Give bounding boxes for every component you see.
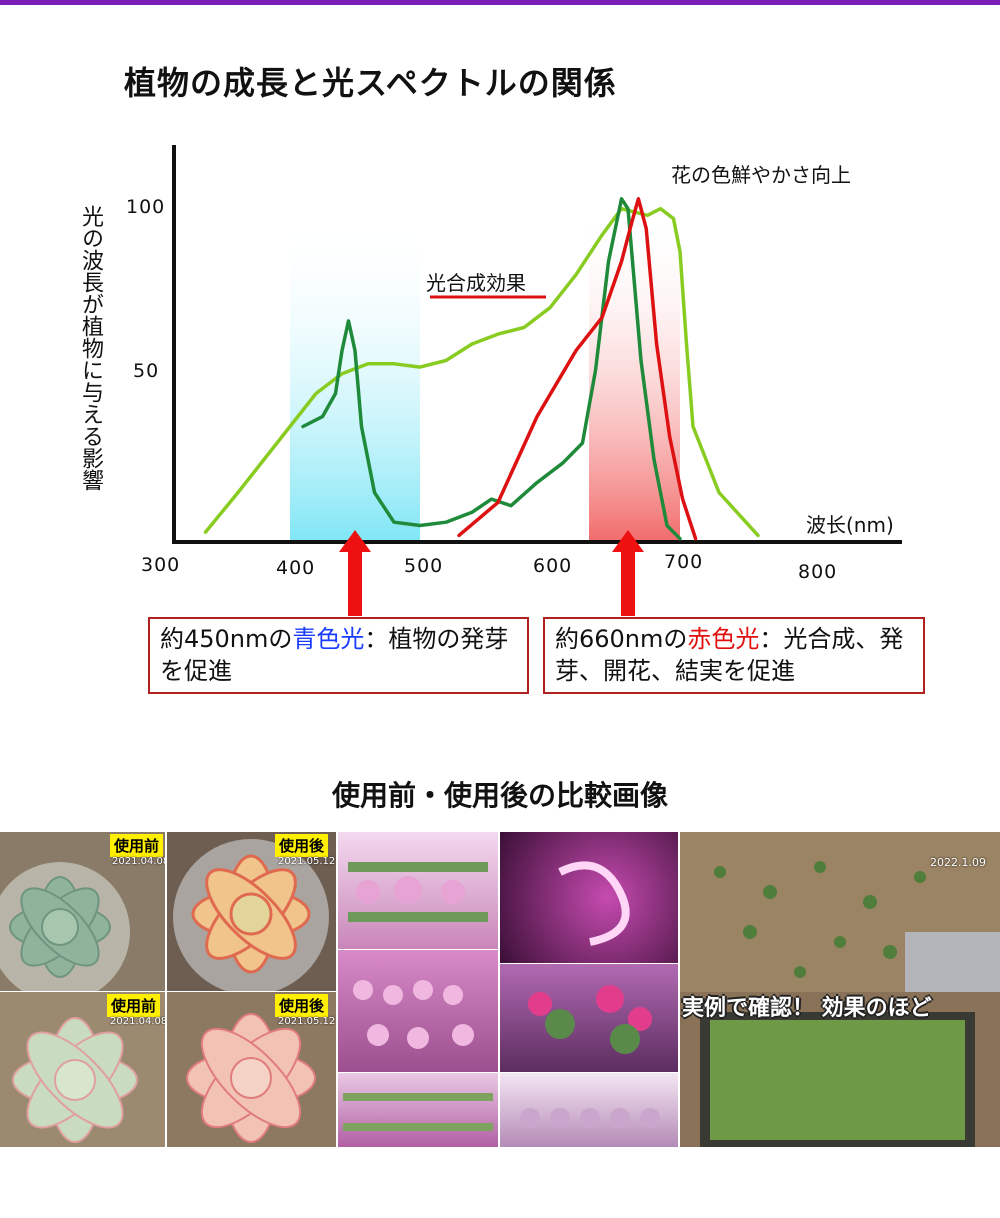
wavelength-band: [290, 212, 420, 542]
y-tick-label: 100: [126, 196, 166, 218]
succulent-before-photo-1: 使用前 2021.04.08: [0, 832, 165, 991]
photo-date: 2021.04.08: [110, 1016, 165, 1027]
succulent-after-photo-2: 使用後 2021.05.12: [167, 992, 336, 1147]
page-title: 植物の成長と光スペクトルの関係: [124, 64, 617, 102]
callout-red-text-pre: 約660nmの: [555, 625, 688, 653]
flower-pots-photo: [500, 964, 678, 1072]
series-line-0: [203, 206, 760, 538]
series-line-1: [301, 197, 682, 541]
annotation-flower-color: 花の色鮮やかさ向上: [671, 163, 851, 187]
before-tag: 使用前: [110, 834, 164, 857]
callout-red-text-post: ：光合成、発芽、開花、結実を促進: [555, 625, 904, 685]
before-tag: 使用前: [107, 994, 161, 1017]
x-tick-label: 500: [404, 555, 444, 577]
seedling-caption: 実例で確認！ 効果のほど: [682, 996, 932, 1021]
wavelength-band: [589, 212, 680, 542]
photo-date: 2021.04.08: [112, 856, 165, 867]
x-tick-label: 800: [798, 561, 838, 583]
callout-blue-text-post: ：植物の発芽を促進: [160, 625, 509, 685]
photo-date: 2022.1.09: [930, 856, 986, 869]
annotation-photosynthesis: 光合成効果: [426, 271, 526, 295]
x-tick-label: 600: [533, 555, 573, 577]
top-accent-bar: [0, 0, 1000, 5]
x-tick-label: 300: [141, 554, 181, 576]
arrow-head: [339, 530, 371, 552]
callout-blue-text-pre: 約450nmの: [160, 625, 293, 653]
callout-blue-light: 約450nmの青色光：植物の発芽を促進: [148, 617, 529, 694]
y-tick-label: 50: [133, 360, 160, 382]
comparison-section-title: 使用前・使用後の比較画像: [331, 779, 668, 812]
succulent-after-photo-1: 使用後 2021.05.12: [167, 832, 336, 991]
led-strip-photo: [500, 832, 678, 963]
after-tag: 使用後: [275, 834, 329, 857]
x-tick-label: 400: [276, 557, 316, 579]
spectrum-chart: [172, 145, 902, 616]
grow-shelf-photo-3: [338, 1073, 498, 1147]
grow-shelf-photo-1: [338, 832, 498, 949]
seedling-tray-photo: 2022.1.09 実例で確認！ 効果のほど: [680, 832, 1000, 1147]
grow-shelf-photo-2: [338, 950, 498, 1072]
arrow-shaft: [348, 550, 362, 616]
callout-red-light: 約660nmの赤色光：光合成、発芽、開花、結実を促進: [543, 617, 925, 694]
series-line-2: [457, 197, 698, 541]
photo-date: 2021.05.12: [278, 856, 336, 867]
succulent-before-photo-2: 使用前 2021.04.08: [0, 992, 165, 1147]
photo-date: 2021.05.12: [278, 1016, 336, 1027]
after-tag: 使用後: [275, 994, 329, 1017]
chart-y-axis-label: 光の波長が植物に与える影響: [78, 205, 103, 491]
x-tick-label: 700: [664, 551, 704, 573]
arrow-head: [612, 530, 644, 552]
x-axis-label: 波长(nm): [806, 513, 894, 537]
callout-blue-highlight: 青色光: [292, 625, 365, 653]
arrow-shaft: [621, 550, 635, 616]
callout-red-highlight: 赤色光: [687, 625, 760, 653]
light-tray-photo: [500, 1073, 678, 1147]
